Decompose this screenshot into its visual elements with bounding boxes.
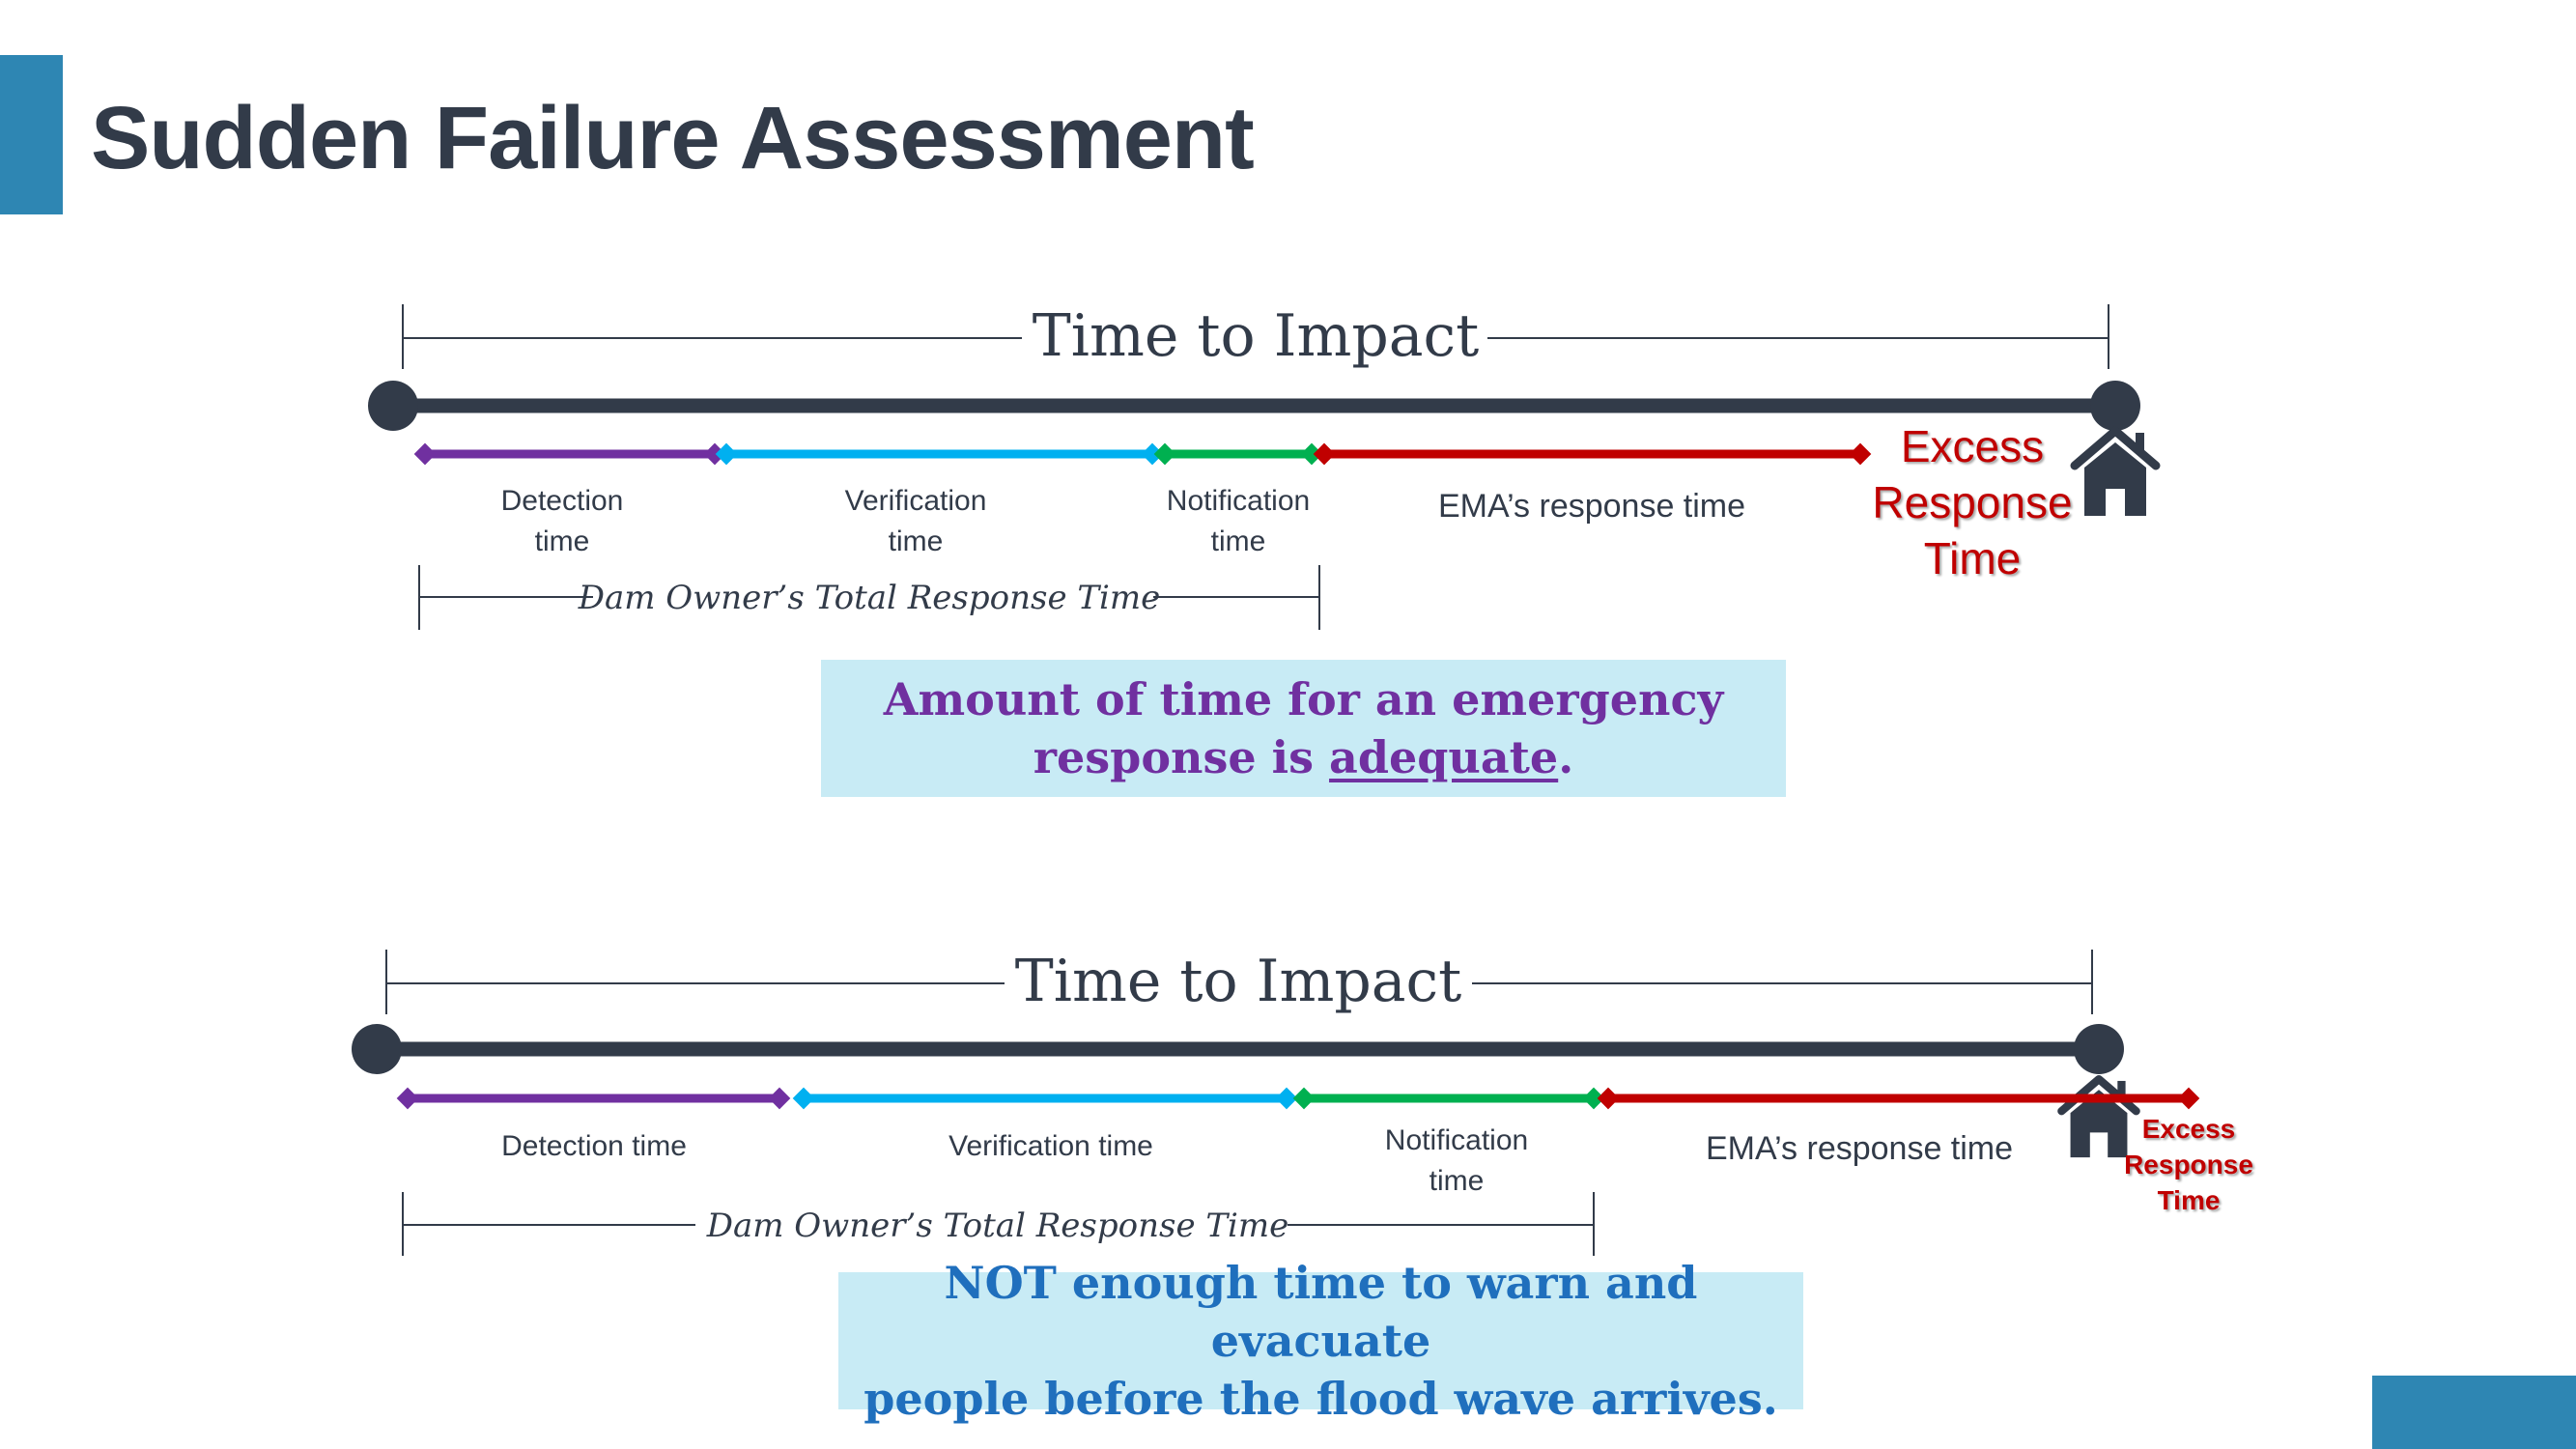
owner-response-bracket: Dam Owner’s Total Response Time xyxy=(418,565,1320,630)
detection-time-label: Detection time xyxy=(501,1130,687,1162)
timeline-2: Time to Impact Detection time Verification… xyxy=(352,948,2253,1256)
segment-diamond xyxy=(768,1087,791,1110)
owner-response-label: Dam Owner’s Total Response Time xyxy=(578,579,1161,617)
page-title: Sudden Failure Assessment xyxy=(91,89,1255,187)
not-enough-time-callout: NOT enough time to warn and evacuate peo… xyxy=(838,1257,1803,1425)
time-to-impact-label: Time to Impact xyxy=(1033,302,1479,370)
segment-diamond xyxy=(1275,1087,1298,1110)
segment-diamond xyxy=(715,442,738,466)
segment-diamond xyxy=(2177,1087,2200,1110)
verification-time-segment: Verification time xyxy=(792,1087,1298,1162)
callout-line-2-suffix: . xyxy=(1558,731,1574,783)
callout-line-2-prefix: response is xyxy=(1033,731,1330,783)
verification-time-label: Verification time xyxy=(948,1130,1153,1162)
corner-accent-bar xyxy=(2372,1376,2576,1449)
time-to-impact-bracket: Time to Impact xyxy=(385,948,2093,1015)
ema-time-label: EMA’s response time xyxy=(1706,1130,2013,1167)
title-accent-bar xyxy=(0,55,63,214)
adequate-emphasis: adequate xyxy=(1329,731,1559,783)
segment-diamond xyxy=(703,442,726,466)
segment-diamond xyxy=(1153,442,1176,466)
house-icon xyxy=(2070,426,2161,516)
notification-time-segment: Notification time xyxy=(1292,1087,1605,1197)
excess-response-time-label: Excess Response Time xyxy=(2124,1114,2253,1215)
segment-diamond xyxy=(1582,1087,1605,1110)
segment-diamond xyxy=(396,1087,419,1110)
ema-time-label: EMA’s response time xyxy=(1438,488,1745,525)
segment-diamond xyxy=(1313,442,1336,466)
segment-diamond xyxy=(792,1087,815,1110)
segment-diamond xyxy=(1849,442,1872,466)
callout-line-2: response is adequate. xyxy=(1033,728,1573,786)
callout-line-2: people before the flood wave arrives. xyxy=(863,1373,1778,1425)
segment-diamond xyxy=(1300,442,1323,466)
adequate-time-callout: Amount of time for an emergency response… xyxy=(821,660,1786,797)
detection-time-segment: Detection time xyxy=(396,1087,791,1162)
segment-diamond xyxy=(1141,442,1164,466)
ema-time-segment: EMA’s response time xyxy=(1313,442,1872,525)
timeline-end-dot xyxy=(2090,381,2140,431)
segment-diamond xyxy=(1292,1087,1316,1110)
timeline-1: Time to Impact Detection time Verification t… xyxy=(368,302,2161,630)
owner-response-bracket: Dam Owner’s Total Response Time xyxy=(402,1192,1595,1256)
detection-time-label: Detection time xyxy=(501,485,624,557)
time-to-impact-label: Time to Impact xyxy=(1015,948,1461,1015)
excess-response-time-label: Excess Response Time xyxy=(1872,421,2072,583)
segment-diamond xyxy=(1597,1087,1620,1110)
owner-response-label: Dam Owner’s Total Response Time xyxy=(706,1207,1289,1245)
house-icon xyxy=(2057,1074,2140,1158)
callout-line-1: NOT enough time to warn and evacuate xyxy=(944,1257,1698,1367)
timeline-start-dot xyxy=(368,381,418,431)
notification-time-label: Notification time xyxy=(1385,1124,1528,1197)
timeline-start-dot xyxy=(352,1024,402,1074)
verification-time-label: Verification time xyxy=(845,485,987,557)
callout-line-1: Amount of time for an emergency xyxy=(883,673,1724,725)
verification-time-segment: Verification time xyxy=(715,442,1164,557)
detection-time-segment: Detection time xyxy=(413,442,726,557)
segment-diamond xyxy=(413,442,437,466)
notification-time-segment: Notification time xyxy=(1153,442,1323,557)
timeline-end-dot xyxy=(2074,1024,2124,1074)
ema-time-segment: EMA’s response time xyxy=(1597,1087,2200,1167)
notification-time-label: Notification time xyxy=(1167,485,1310,557)
time-to-impact-bracket: Time to Impact xyxy=(402,302,2109,370)
